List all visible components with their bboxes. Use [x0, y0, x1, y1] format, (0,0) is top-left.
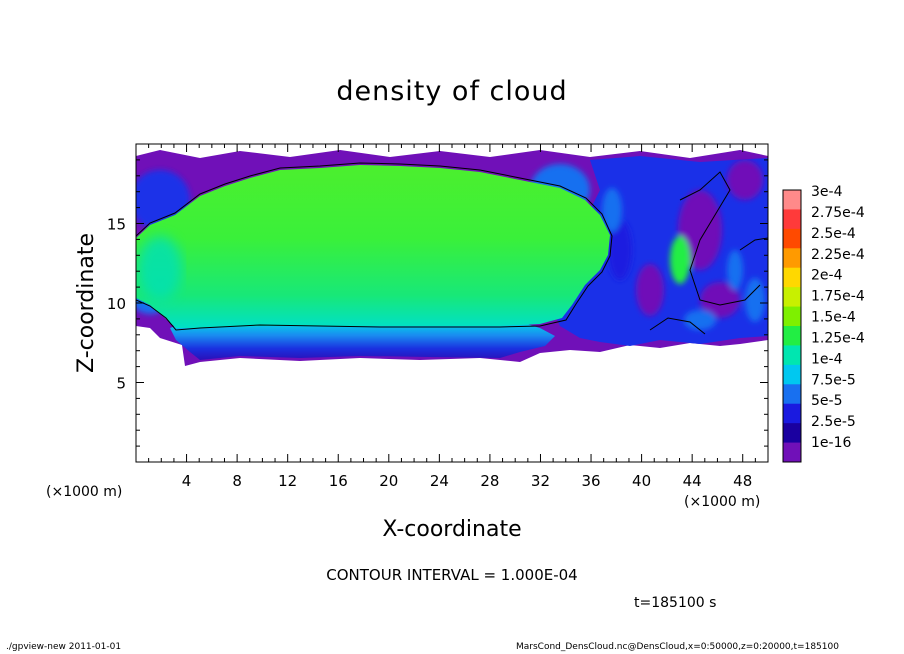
time-label: t=185100 s: [634, 595, 717, 611]
colorbar-swatch: [783, 267, 801, 288]
x-tick-label: 36: [581, 472, 600, 490]
x-unit-right: (×1000 m): [684, 494, 760, 510]
colorbar-swatch: [783, 345, 801, 366]
x-tick-label: 28: [480, 472, 499, 490]
footer-left: ./gpview-new 2011-01-01: [6, 642, 122, 652]
y-tick-label: 5: [116, 375, 126, 393]
y-axis-label: Z-coordinate: [74, 233, 99, 373]
colorbar-swatch: [783, 306, 801, 327]
colorbar-label: 1.5e-4: [811, 310, 856, 326]
colorbar-swatch: [783, 228, 801, 249]
x-unit-left: (×1000 m): [46, 484, 122, 500]
colorbar-label: 1.75e-4: [811, 289, 865, 305]
x-axis: 4 8 12 16 20 24 28 32 36 40 44 48X-coordinate(×1000…: [46, 144, 760, 542]
colorbar-label: 2.5e-5: [811, 414, 856, 430]
heatmap-region-bottom-band: [170, 322, 555, 360]
x-tick-label: 48: [733, 472, 752, 490]
colorbar-label: 2.25e-4: [811, 247, 865, 263]
colorbar-swatch: [783, 248, 801, 269]
colorbar-label: 1.25e-4: [811, 330, 865, 346]
colorbar-label: 3e-4: [811, 184, 843, 200]
x-tick-label: 8: [232, 472, 242, 490]
x-tick-label: 24: [430, 472, 449, 490]
heatmap-contour-right: [649, 171, 768, 335]
colorbar-label: 2.75e-4: [811, 205, 865, 221]
chart-title: density of cloud: [336, 76, 568, 107]
x-axis-label: X-coordinate: [382, 517, 521, 542]
heatmap-region-cloud-core: [136, 165, 610, 328]
x-tick-label: 16: [329, 472, 348, 490]
colorbar-label: 2.5e-4: [811, 226, 856, 242]
x-tick-label: 40: [632, 472, 651, 490]
colorbar-label: 2e-4: [811, 268, 843, 284]
colorbar-swatch: [783, 442, 801, 463]
colorbar-swatch: [783, 364, 801, 385]
colorbar-label: 5e-5: [811, 393, 842, 409]
colorbar-label: 1e-4: [811, 351, 843, 367]
x-tick-label: 32: [531, 472, 550, 490]
colorbar-label: 7.5e-5: [811, 372, 856, 388]
colorbar-swatch: [783, 190, 801, 210]
x-tick-label: 12: [278, 472, 297, 490]
x-tick-label: 4: [182, 472, 192, 490]
colorbar-swatch: [783, 423, 801, 444]
colorbar-swatch: [783, 209, 801, 230]
y-tick-label: 15: [107, 216, 126, 234]
y-tick-label: 10: [107, 295, 126, 313]
colorbar-swatch: [783, 403, 801, 424]
x-tick-label: 20: [379, 472, 398, 490]
colorbar-swatch: [783, 326, 801, 346]
colorbar-frame: [782, 189, 802, 463]
y-axis: 5 10 15 Z-coordinate: [74, 159, 768, 447]
heatmap-region-left-cyan: [138, 236, 182, 300]
colorbar-label: 1e-16: [811, 435, 851, 451]
x-tick-label: 44: [683, 472, 702, 490]
colorbar: 3e-4 2.75e-4 2.5e-4 2.25e-4 2e-4 1.75e-4 1.5e-…: [782, 184, 865, 463]
colorbar-swatch: [783, 384, 801, 405]
colorbar-swatch: [783, 287, 801, 308]
heatmap-field: [136, 150, 768, 366]
contour-interval-label: CONTOUR INTERVAL = 1.000E-04: [326, 566, 578, 584]
heatmap-contour-1e-4: [136, 162, 613, 331]
footer-right: MarsCond_DensCloud.nc@DensCloud,x=0:5000…: [516, 642, 839, 652]
